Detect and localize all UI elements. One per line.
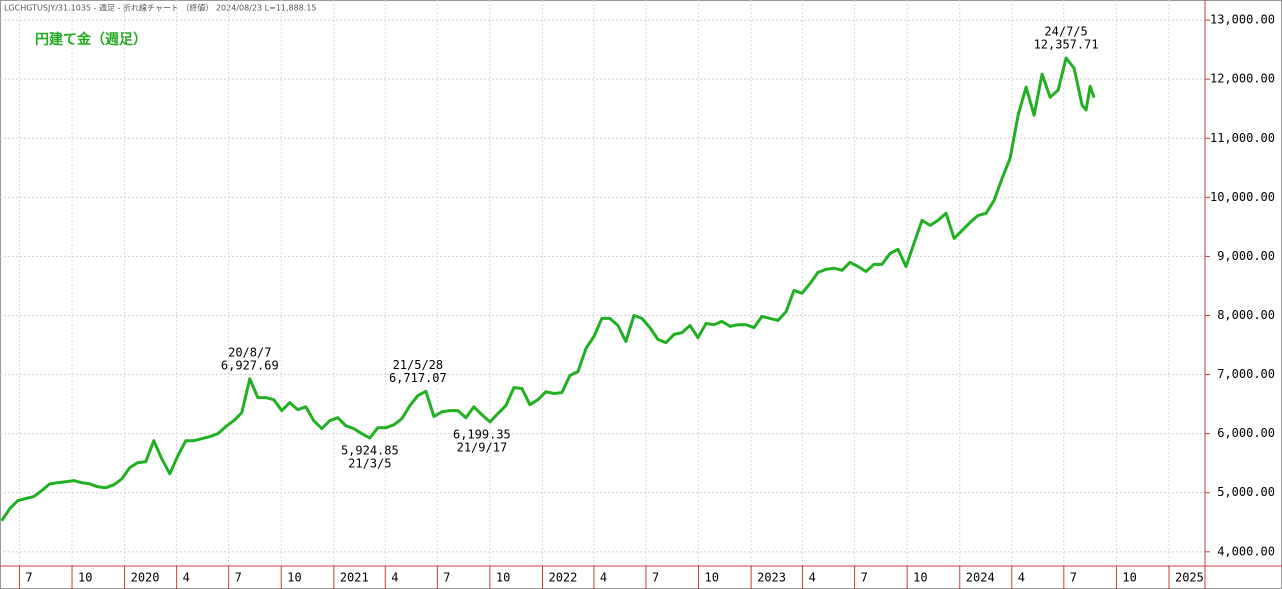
x-tick-label: 7 bbox=[861, 571, 868, 585]
annotation-value: 6,199.35 bbox=[453, 427, 511, 441]
x-tick-label: 7 bbox=[1070, 571, 1077, 585]
y-tick-label: 7,000.00 bbox=[1217, 367, 1275, 381]
x-tick-label: 10 bbox=[705, 571, 719, 585]
x-tick-label: 10 bbox=[78, 571, 92, 585]
header: LGCHGTUSJY/31.1035 - 週足 - 折れ線チャート （終値） 2… bbox=[4, 3, 317, 13]
x-tick-label: 10 bbox=[496, 571, 510, 585]
y-tick-label: 12,000.00 bbox=[1210, 72, 1275, 86]
annotation-date: 20/8/7 bbox=[228, 345, 271, 359]
x-tick-label: 4 bbox=[600, 571, 607, 585]
x-tick-label: 10 bbox=[913, 571, 927, 585]
line bbox=[0, 56, 1096, 522]
x-tick-label: 10 bbox=[287, 571, 301, 585]
y-tick-label: 13,000.00 bbox=[1210, 13, 1275, 27]
x-tick-label: 4 bbox=[809, 571, 816, 585]
annotation-value: 5,924.85 bbox=[341, 444, 399, 458]
x-tick-label: 2024 bbox=[966, 571, 995, 585]
x-tick-label: 2023 bbox=[757, 571, 786, 585]
annotation-date: 21/9/17 bbox=[457, 440, 508, 454]
annotation-date: 24/7/5 bbox=[1044, 25, 1087, 39]
annotation-date: 21/5/28 bbox=[393, 358, 444, 372]
x-tick-label: 2025 bbox=[1175, 571, 1204, 585]
x-tick-label: 2022 bbox=[548, 571, 577, 585]
y-tick-label: 11,000.00 bbox=[1210, 131, 1275, 145]
y-tick-label: 10,000.00 bbox=[1210, 190, 1275, 204]
y-tick-label: 6,000.00 bbox=[1217, 426, 1275, 440]
annotation-value: 6,927.69 bbox=[221, 358, 279, 372]
y-tick-label: 4,000.00 bbox=[1217, 544, 1275, 558]
y-tick-label: 5,000.00 bbox=[1217, 485, 1275, 499]
y-tick-label: 9,000.00 bbox=[1217, 249, 1275, 263]
x-tick-label: 10 bbox=[1122, 571, 1136, 585]
chart-title: 円建て金（週足） bbox=[35, 31, 147, 48]
x-tick-label: 2020 bbox=[131, 571, 160, 585]
annotation-value: 6,717.07 bbox=[389, 371, 447, 385]
x-tick-label: 4 bbox=[1018, 571, 1025, 585]
annotation-value: 12,357.71 bbox=[1034, 38, 1099, 52]
x-tick-label: 2021 bbox=[340, 571, 369, 585]
y-tick-label: 8,000.00 bbox=[1217, 308, 1275, 322]
x-tick-label: 4 bbox=[391, 571, 398, 585]
x-tick-label: 7 bbox=[25, 571, 32, 585]
annotation-date: 21/3/5 bbox=[348, 457, 391, 471]
x-tick-label: 7 bbox=[443, 571, 450, 585]
x-tick-label: 7 bbox=[652, 571, 659, 585]
x-tick-label: 4 bbox=[183, 571, 190, 585]
x-tick-label: 7 bbox=[235, 571, 242, 585]
